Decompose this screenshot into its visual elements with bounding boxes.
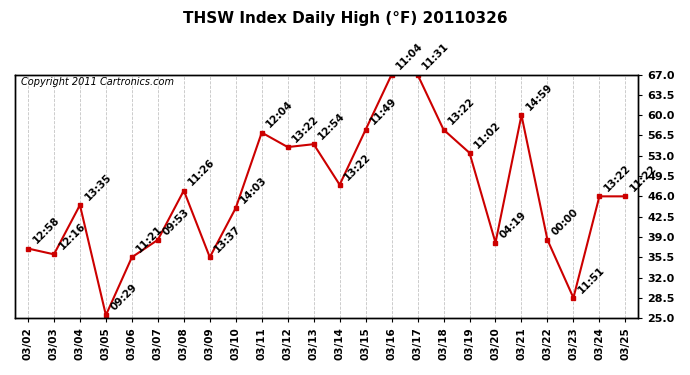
Text: 11:49: 11:49 (368, 96, 399, 127)
Text: THSW Index Daily High (°F) 20110326: THSW Index Daily High (°F) 20110326 (183, 11, 507, 26)
Text: 12:58: 12:58 (31, 215, 61, 246)
Text: 11:31: 11:31 (420, 41, 451, 72)
Text: 11:22: 11:22 (628, 163, 659, 194)
Text: 11:04: 11:04 (395, 41, 425, 72)
Text: 13:22: 13:22 (342, 152, 373, 182)
Text: 13:22: 13:22 (602, 163, 633, 194)
Text: 09:53: 09:53 (161, 207, 191, 237)
Text: Copyright 2011 Cartronics.com: Copyright 2011 Cartronics.com (21, 77, 175, 87)
Text: 12:16: 12:16 (57, 221, 87, 252)
Text: 11:21: 11:21 (135, 224, 165, 255)
Text: 14:03: 14:03 (239, 175, 269, 205)
Text: 13:37: 13:37 (213, 224, 243, 255)
Text: 13:22: 13:22 (290, 114, 321, 144)
Text: 12:04: 12:04 (264, 99, 295, 130)
Text: 14:59: 14:59 (524, 82, 555, 112)
Text: 04:19: 04:19 (498, 210, 529, 240)
Text: 09:29: 09:29 (109, 282, 139, 312)
Text: 13:35: 13:35 (83, 172, 113, 202)
Text: 00:00: 00:00 (550, 207, 581, 237)
Text: 11:26: 11:26 (186, 157, 217, 188)
Text: 11:51: 11:51 (576, 264, 607, 295)
Text: 12:54: 12:54 (317, 111, 347, 141)
Text: 11:02: 11:02 (472, 120, 503, 150)
Text: 13:22: 13:22 (446, 96, 477, 127)
